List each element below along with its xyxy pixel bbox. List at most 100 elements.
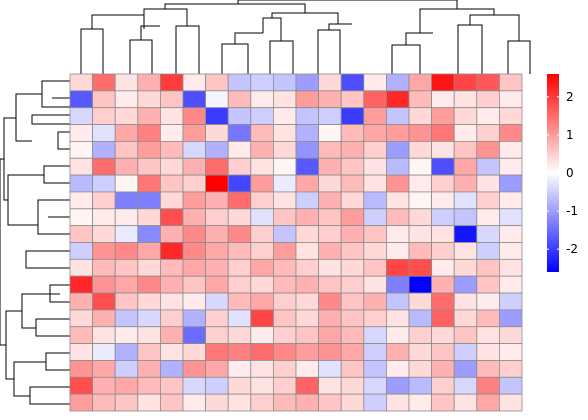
heatmap-cell [92, 191, 116, 210]
heatmap-cell [385, 309, 410, 328]
heatmap-cell [476, 242, 500, 260]
heatmap-cell [137, 90, 161, 109]
heatmap-cell [272, 275, 297, 294]
heatmap-cell [205, 275, 229, 294]
heatmap-cell [476, 225, 500, 243]
heatmap-cell [408, 326, 433, 345]
heatmap-cell [182, 343, 207, 361]
heatmap-cell [340, 73, 365, 92]
heatmap-cell [227, 376, 252, 395]
row-dendrogram-branch [37, 199, 70, 235]
heatmap-cell [498, 360, 523, 378]
heatmap-cell [69, 140, 94, 159]
heatmap-cell [295, 174, 320, 193]
heatmap-cell [385, 90, 410, 109]
heatmap-cell [385, 258, 410, 277]
heatmap-cell [340, 292, 365, 311]
heatmap-cell [363, 393, 387, 412]
heatmap-cell [159, 393, 184, 412]
heatmap-cell [453, 258, 478, 277]
heatmap-cell [182, 107, 207, 125]
heatmap-cell [295, 208, 320, 227]
heatmap-cell [431, 343, 455, 361]
heatmap-cell [340, 191, 365, 210]
heatmap-cell [340, 174, 365, 193]
heatmap-cell [114, 275, 139, 294]
heatmap-cell [272, 393, 297, 412]
heatmap-cell [159, 258, 184, 277]
heatmap-cell [476, 191, 500, 210]
column-dendrogram-branch [457, 24, 483, 74]
heatmap-cell [159, 157, 184, 176]
heatmap-cell [453, 174, 478, 193]
heatmap-cell [205, 393, 229, 412]
heatmap-cell [408, 292, 433, 311]
heatmap-cell [205, 208, 229, 227]
heatmap-cell [182, 326, 207, 345]
heatmap-cell [476, 124, 500, 142]
heatmap-cell [69, 90, 94, 109]
heatmap-cell [431, 225, 455, 243]
heatmap-cell [205, 258, 229, 277]
heatmap-cell [69, 275, 94, 294]
heatmap-cell [408, 191, 433, 210]
heatmap-cell [159, 343, 184, 361]
heatmap-cell [227, 90, 252, 109]
heatmap-cell [92, 258, 116, 277]
heatmap-cell [318, 393, 342, 412]
heatmap-cell [408, 90, 433, 109]
heatmap-cell [431, 208, 455, 227]
heatmap-cell [227, 208, 252, 227]
heatmap-cell [205, 343, 229, 361]
legend-color-bar [547, 74, 559, 272]
row-dendrogram-branch [41, 80, 70, 108]
column-dendrogram-branch [391, 44, 421, 74]
heatmap-cell [250, 90, 274, 109]
heatmap-cell [498, 124, 523, 142]
heatmap-cell [114, 157, 139, 176]
heatmap-cell [250, 258, 274, 277]
heatmap-cell [431, 157, 455, 176]
heatmap-cell [318, 360, 342, 378]
heatmap-cell [182, 90, 207, 109]
heatmap-cell [227, 73, 252, 92]
column-dendrogram-branch [175, 25, 200, 74]
heatmap-cell [385, 140, 410, 159]
heatmap-cell [227, 157, 252, 176]
column-dendrogram-branch [262, 17, 282, 41]
heatmap-cell [159, 124, 184, 142]
heatmap-cell [227, 309, 252, 328]
row-dendrogram-branch [15, 93, 42, 142]
heatmap-cell [250, 208, 274, 227]
heatmap-cell [250, 73, 274, 92]
heatmap-cell [205, 242, 229, 260]
heatmap-cell [114, 73, 139, 92]
heatmap-cell [159, 208, 184, 227]
heatmap-cell [250, 275, 274, 294]
heatmap-cell [340, 157, 365, 176]
heatmap-cell [92, 225, 116, 243]
heatmap-cell [340, 140, 365, 159]
heatmap-cell [159, 376, 184, 395]
heatmap-cell [453, 140, 478, 159]
heatmap-cell [498, 393, 523, 412]
heatmap-cell [272, 225, 297, 243]
heatmap-cell [453, 376, 478, 395]
heatmap-cell [137, 360, 161, 378]
heatmap-cell [227, 225, 252, 243]
heatmap-cell [114, 376, 139, 395]
heatmap-cell [159, 107, 184, 125]
heatmap-cell [498, 326, 523, 345]
heatmap-cell [205, 174, 229, 193]
heatmap-cell [363, 242, 387, 260]
heatmap-cell [385, 124, 410, 142]
heatmap-cell [182, 393, 207, 412]
heatmap-cell [92, 73, 116, 92]
heatmap-cell [408, 107, 433, 125]
heatmap-cell [453, 326, 478, 345]
heatmap-cell [498, 225, 523, 243]
heatmap-cell [498, 275, 523, 294]
heatmap-cell [385, 343, 410, 361]
column-dendrogram-branch [129, 39, 153, 74]
heatmap-cell [498, 258, 523, 277]
